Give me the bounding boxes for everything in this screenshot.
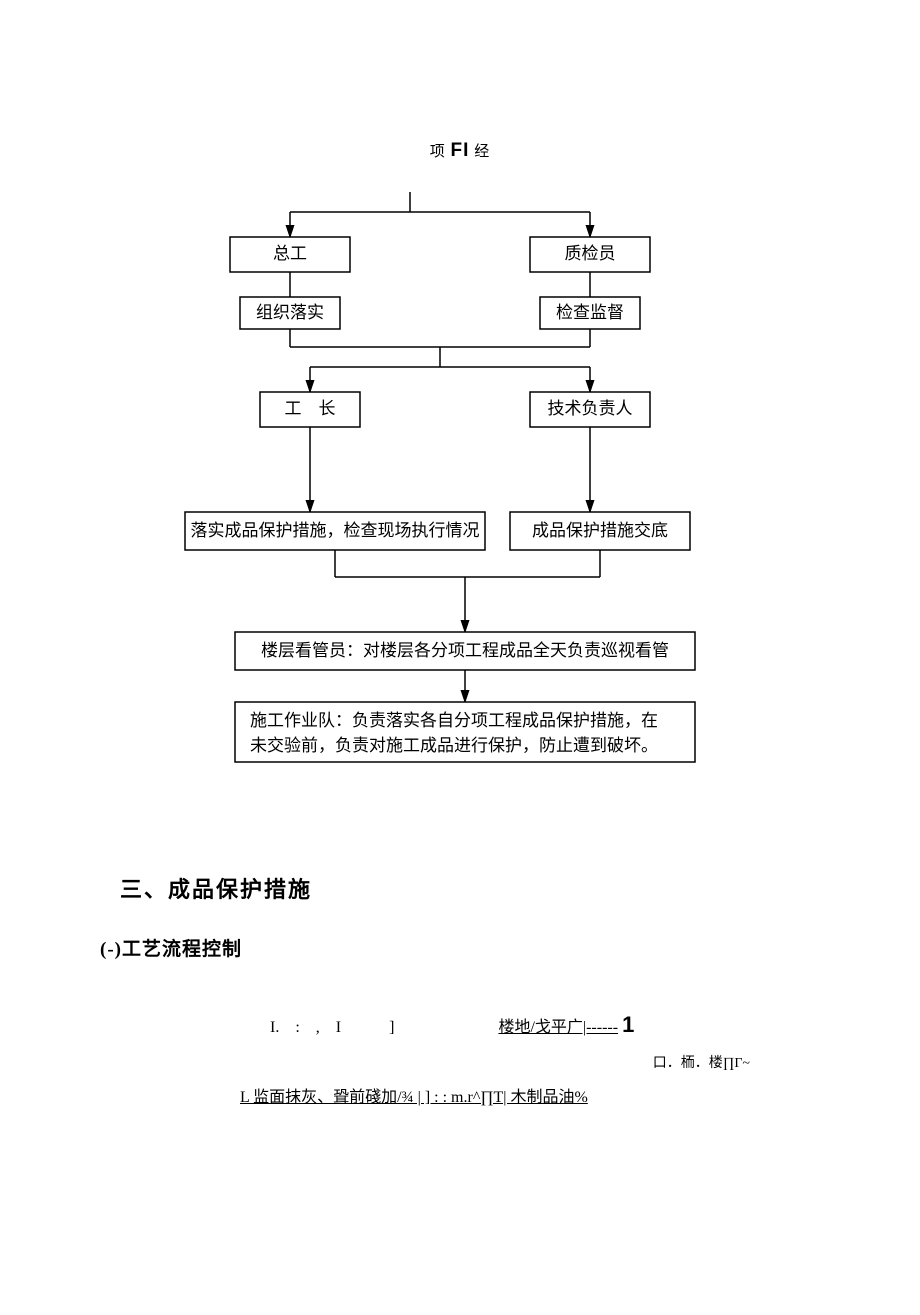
garble-line3: L 监面抹灰、聓前碊加/¾ | ] : : m.r^∏T| 木制品油% [100,1080,820,1115]
node-shigong-l2: 未交验前，负责对施工成品进行保护，防止遭到破坏。 [250,736,658,755]
garble-line1-right: 楼地/戈平广|------ [498,1019,618,1036]
garble-line2: 口．栭．楼∏Γ~ [100,1049,820,1080]
flowchart: 总工 质检员 组织落实 检查监督 工 长 技术负责人 落实成品保护措施，检查现场… [180,192,740,812]
node-luoshi-text: 落实成品保护措施，检查现场执行情况 [191,521,480,540]
subsection-heading-1: (-)工艺流程控制 [100,934,920,961]
node-jishu-text: 技术负责人 [548,399,633,418]
node-shigong-l1: 施工作业队：负责落实各自分项工程成品保护措施，在 [250,711,658,730]
node-kanguan-text: 楼层看管员：对楼层各分项工程成品全天负责巡视看管 [261,641,669,660]
top-label-prefix: 项 [430,144,446,160]
node-jiaodi-text: 成品保护措施交底 [532,521,668,540]
top-label-suffix: 经 [474,144,490,160]
node-zhijian-text: 质检员 [565,244,616,263]
node-zuzhi-text: 组织落实 [256,303,324,322]
node-jiancha-text: 检查监督 [556,303,624,322]
garble-line1-big: 1 [622,1012,634,1037]
top-label: 项 FI 经 [0,140,920,162]
node-zonggong-text: 总工 [273,244,307,263]
section-heading-3: 三、成品保护措施 [120,872,920,904]
node-gongzhang-text: 工 长 [285,399,336,418]
top-label-mid: FI [451,140,470,161]
garble-line1-left: I. : , I ] [270,1019,394,1036]
garbled-block: I. : , I ] 楼地/戈平广|------1 口．栭．楼∏Γ~ L 监面抹… [100,1001,820,1115]
